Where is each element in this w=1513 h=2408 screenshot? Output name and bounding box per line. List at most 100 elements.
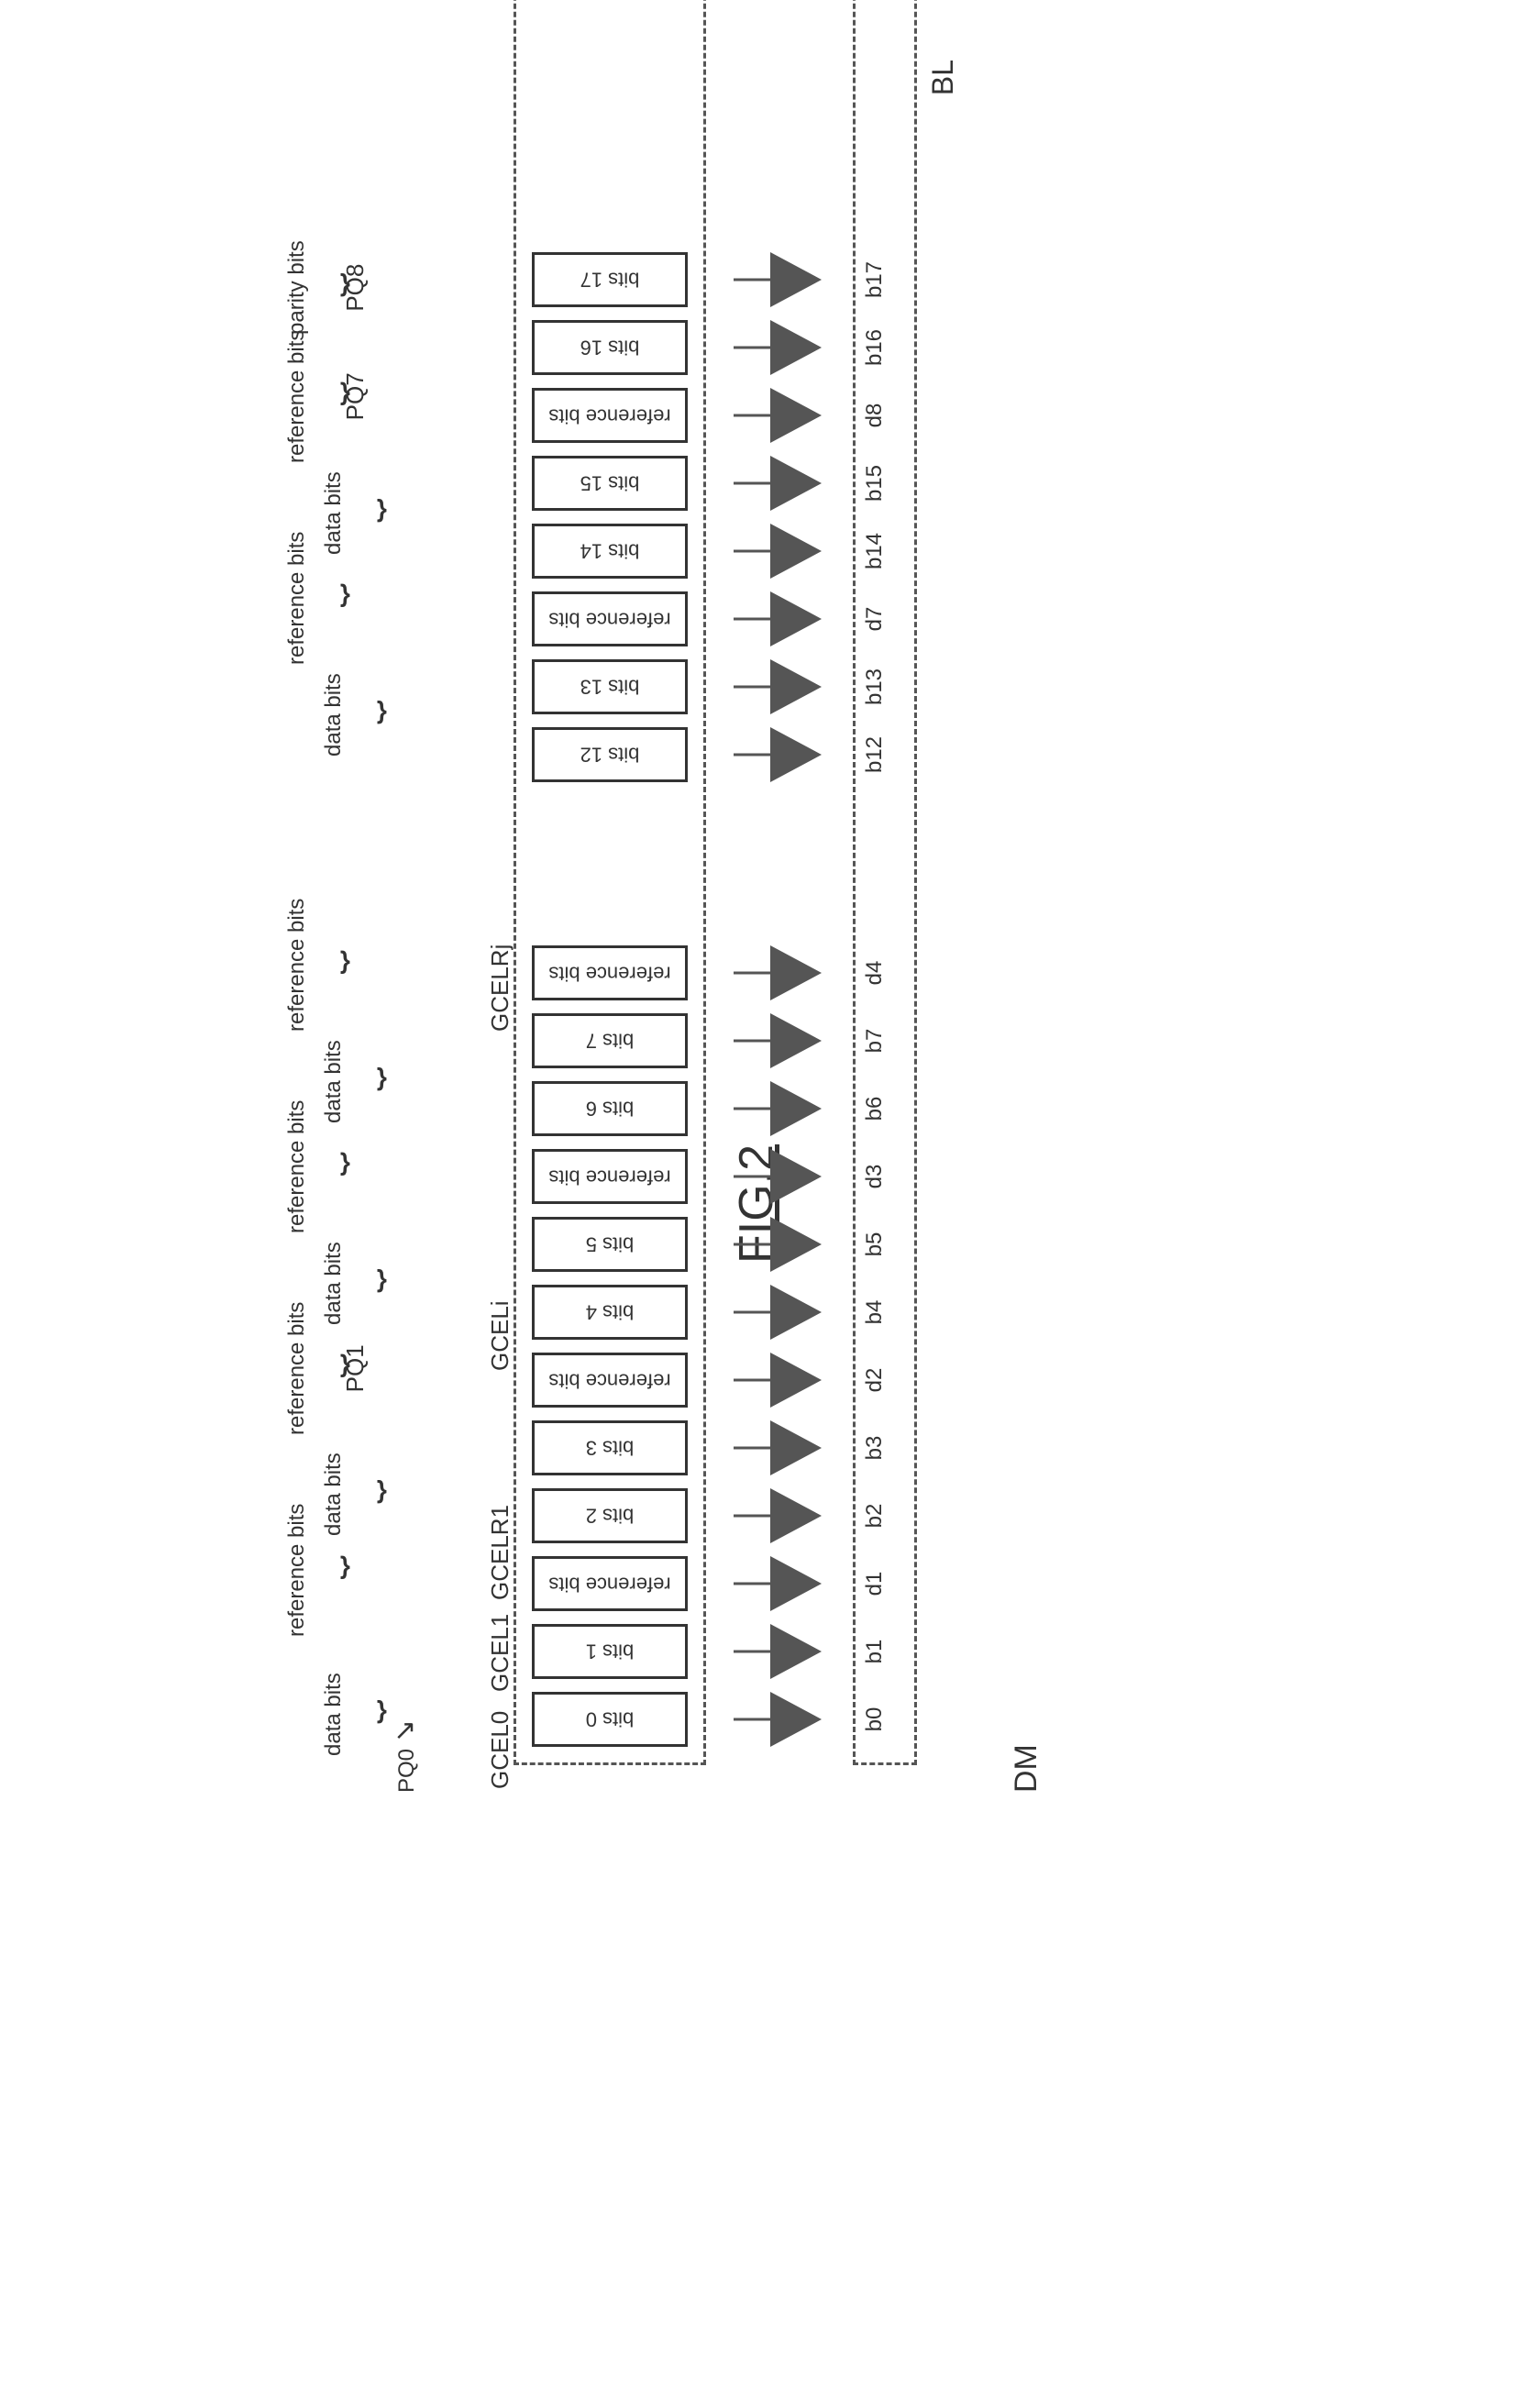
- cell-bits3: bits 3: [532, 1420, 688, 1475]
- pq-label-0: PQ0 ↘: [394, 1719, 421, 1793]
- ref-label-3: reference bits ⏟: [284, 899, 332, 1032]
- ml-triangle-icon: [770, 1013, 825, 1068]
- ml-triangle-icon: [770, 1624, 825, 1679]
- stem-icon: [734, 1447, 770, 1450]
- stem-icon: [734, 1515, 770, 1518]
- dm-side-label: DM: [1009, 1744, 1044, 1793]
- buffer-label: b7: [862, 1013, 888, 1068]
- stem-icon: [734, 1718, 770, 1721]
- stem-icon: [734, 1379, 770, 1382]
- stem-icon: [734, 279, 770, 282]
- brace-icon: ⏟: [316, 240, 333, 335]
- stem-icon: [734, 482, 770, 485]
- ml-triangle-icon: [770, 1556, 825, 1611]
- buffer-label: d2: [862, 1353, 888, 1408]
- gap-icon: [862, 795, 888, 933]
- cell-bits15: bits 15: [532, 456, 688, 511]
- ml-triangle-icon: [770, 1420, 825, 1475]
- stem-icon: [734, 754, 770, 757]
- brace-icon: ⏟: [353, 1040, 370, 1123]
- cell-refbits-3: reference bits: [532, 945, 688, 1000]
- gcel1-label: GCEL1: [486, 1614, 514, 1692]
- stem-icon: [734, 414, 770, 417]
- ref-label-5: reference bits ⏟ PQ7: [284, 330, 370, 463]
- cell-bits6: bits 6: [532, 1081, 688, 1136]
- arrow-icon: ↘: [390, 1719, 420, 1742]
- brace-icon: ⏟: [353, 471, 370, 555]
- ml-triangle-icon: [770, 591, 825, 646]
- ml-triangle-icon: [770, 388, 825, 443]
- stem-icon: [734, 1108, 770, 1110]
- cell-refbits-0: reference bits: [532, 1556, 688, 1611]
- cell-bits1: bits 1: [532, 1624, 688, 1679]
- ml-triangle-icon: [770, 320, 825, 375]
- ml-row: [770, 252, 825, 1747]
- buffer-label: b1: [862, 1624, 888, 1679]
- ml-triangle-icon: [770, 1285, 825, 1340]
- buffer-label: d8: [862, 388, 888, 443]
- buffer-label: b0: [862, 1692, 888, 1747]
- figure-container: FIG.2 PQ0 ↘ data bits ⏟ reference bits ⏟: [37, 37, 1476, 2371]
- ml-triangle-icon: [770, 456, 825, 511]
- buffer-label: d1: [862, 1556, 888, 1611]
- brace-icon: ⏟: [353, 673, 370, 757]
- gceli-label: GCELi: [486, 1300, 514, 1371]
- ml-triangle-icon: [770, 945, 825, 1000]
- stem-icon: [734, 1243, 770, 1246]
- cell-bits0: bits 0: [532, 1692, 688, 1747]
- buffer-label: b5: [862, 1217, 888, 1272]
- cell-bits12: bits 12: [532, 727, 688, 782]
- diagram-wrapper: PQ0 ↘ data bits ⏟ reference bits ⏟ data …: [37, 0, 1476, 1924]
- buffer-label: b17: [862, 252, 888, 307]
- buffer-label: d4: [862, 945, 888, 1000]
- cell-bits2: bits 2: [532, 1488, 688, 1543]
- ml-triangle-icon: [770, 1149, 825, 1204]
- buffer-label: b14: [862, 524, 888, 579]
- pm-cells-row: bits 0 bits 1 reference bits bits 2 bits…: [532, 252, 688, 1747]
- buffer-row: b0 b1 d1 b2 b3 d2 b4 b5 d3 b6 b7 d4 b12 …: [862, 252, 888, 1747]
- buffer-label: b3: [862, 1420, 888, 1475]
- ml-triangle-icon: [770, 1353, 825, 1408]
- cell-bits7: bits 7: [532, 1013, 688, 1068]
- data-label-3: data bits ⏟: [321, 1040, 369, 1123]
- stem-icon: [734, 1311, 770, 1314]
- buffer-label: b4: [862, 1285, 888, 1340]
- ml-triangle-icon: [770, 1081, 825, 1136]
- gap-icon: [770, 795, 825, 933]
- pq8-label: parity bits ⏟ PQ8: [284, 240, 370, 335]
- buffer-label: b12: [862, 727, 888, 782]
- cell-bits17: bits 17: [532, 252, 688, 307]
- brace-icon: ⏟: [316, 899, 333, 1032]
- diagram: PQ0 ↘ data bits ⏟ reference bits ⏟ data …: [312, 0, 1137, 1765]
- gcelr1-label: GCELR1: [486, 1505, 514, 1600]
- brace-icon: ⏟: [316, 330, 333, 463]
- ml-triangle-icon: [770, 1692, 825, 1747]
- cell-refbits-2: reference bits: [532, 1149, 688, 1204]
- buffer-label: b2: [862, 1488, 888, 1543]
- cell-bits16: bits 16: [532, 320, 688, 375]
- brace-icon: ⏟: [353, 1673, 370, 1756]
- buffer-label: d3: [862, 1149, 888, 1204]
- cell-bits14: bits 14: [532, 524, 688, 579]
- buffer-label: b13: [862, 659, 888, 714]
- ml-triangle-icon: [770, 727, 825, 782]
- gcelrj-label: GCELRj: [486, 944, 514, 1032]
- gcel0-label: GCEL0: [486, 1711, 514, 1789]
- buffer-label: b16: [862, 320, 888, 375]
- stem-icon: [734, 618, 770, 621]
- ml-triangle-icon: [770, 524, 825, 579]
- stem-icon: [734, 1040, 770, 1043]
- gap-icon: [532, 795, 688, 933]
- cell-refbits-4: reference bits: [532, 591, 688, 646]
- cell-refbits-1: reference bits: [532, 1353, 688, 1408]
- ml-triangle-icon: [770, 659, 825, 714]
- data-label-2: data bits ⏟: [321, 1242, 369, 1325]
- data-label-4: data bits ⏟: [321, 673, 369, 757]
- top-labels-row: PQ0 ↘ data bits ⏟ reference bits ⏟ data …: [312, 0, 477, 1765]
- brace-icon: ⏟: [353, 1242, 370, 1325]
- buffer-label: b6: [862, 1081, 888, 1136]
- bl-side-label: BL: [926, 60, 960, 95]
- cell-bits4: bits 4: [532, 1285, 688, 1340]
- stem-icon: [734, 686, 770, 689]
- data-label-5: data bits ⏟: [321, 471, 369, 555]
